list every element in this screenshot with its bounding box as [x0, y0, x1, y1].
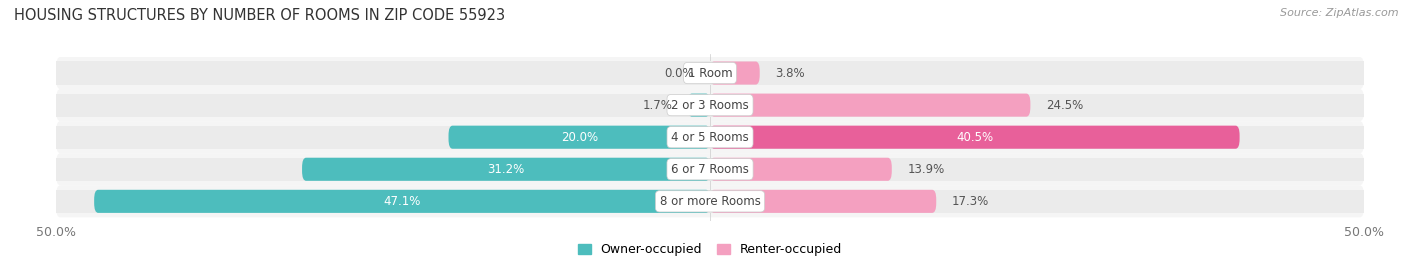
FancyBboxPatch shape: [56, 89, 1364, 121]
Text: 3.8%: 3.8%: [776, 66, 806, 80]
FancyBboxPatch shape: [710, 158, 891, 181]
Text: 31.2%: 31.2%: [488, 163, 524, 176]
Text: 13.9%: 13.9%: [907, 163, 945, 176]
Text: 1 Room: 1 Room: [688, 66, 733, 80]
Bar: [56, 126, 710, 149]
Text: 24.5%: 24.5%: [1046, 99, 1084, 112]
Text: 40.5%: 40.5%: [956, 131, 994, 144]
FancyBboxPatch shape: [302, 158, 710, 181]
FancyBboxPatch shape: [56, 153, 1364, 185]
Bar: [710, 190, 1364, 213]
FancyBboxPatch shape: [449, 126, 710, 149]
FancyBboxPatch shape: [94, 190, 710, 213]
FancyBboxPatch shape: [710, 94, 1031, 117]
Text: 2 or 3 Rooms: 2 or 3 Rooms: [671, 99, 749, 112]
Text: 47.1%: 47.1%: [384, 195, 420, 208]
Text: 8 or more Rooms: 8 or more Rooms: [659, 195, 761, 208]
Text: 4 or 5 Rooms: 4 or 5 Rooms: [671, 131, 749, 144]
Bar: [710, 126, 1364, 149]
Bar: [710, 94, 1364, 117]
FancyBboxPatch shape: [56, 185, 1364, 217]
Bar: [56, 62, 710, 84]
Bar: [710, 158, 1364, 181]
Bar: [56, 158, 710, 181]
FancyBboxPatch shape: [56, 57, 1364, 89]
Text: 0.0%: 0.0%: [665, 66, 695, 80]
Bar: [56, 94, 710, 117]
FancyBboxPatch shape: [710, 62, 759, 84]
Text: 17.3%: 17.3%: [952, 195, 990, 208]
Text: 20.0%: 20.0%: [561, 131, 598, 144]
Bar: [710, 62, 1364, 84]
Text: HOUSING STRUCTURES BY NUMBER OF ROOMS IN ZIP CODE 55923: HOUSING STRUCTURES BY NUMBER OF ROOMS IN…: [14, 8, 505, 23]
Legend: Owner-occupied, Renter-occupied: Owner-occupied, Renter-occupied: [578, 243, 842, 256]
Text: 6 or 7 Rooms: 6 or 7 Rooms: [671, 163, 749, 176]
Text: Source: ZipAtlas.com: Source: ZipAtlas.com: [1281, 8, 1399, 18]
Bar: [56, 190, 710, 213]
Text: 1.7%: 1.7%: [643, 99, 672, 112]
FancyBboxPatch shape: [710, 126, 1240, 149]
FancyBboxPatch shape: [688, 94, 710, 117]
FancyBboxPatch shape: [56, 121, 1364, 153]
FancyBboxPatch shape: [710, 190, 936, 213]
